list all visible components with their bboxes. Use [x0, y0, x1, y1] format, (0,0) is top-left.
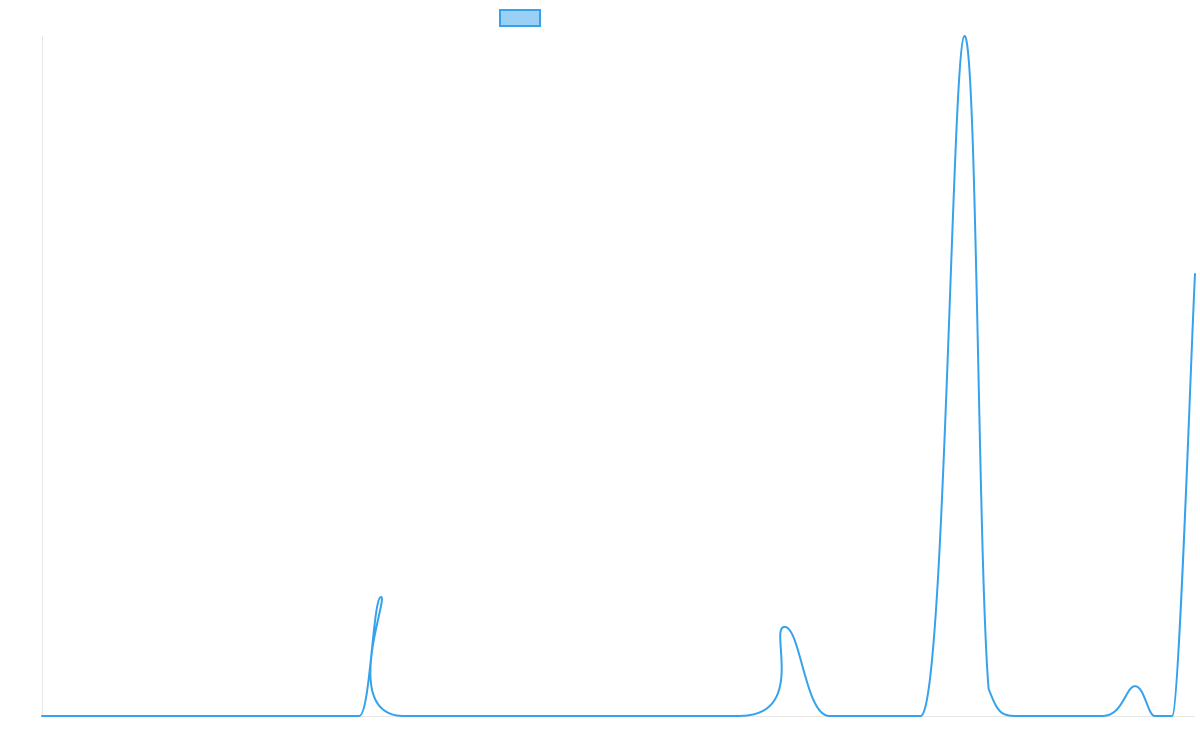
series-layer	[41, 34, 1196, 718]
legend-swatch[interactable]	[499, 9, 541, 27]
series-line-0	[41, 34, 1196, 718]
